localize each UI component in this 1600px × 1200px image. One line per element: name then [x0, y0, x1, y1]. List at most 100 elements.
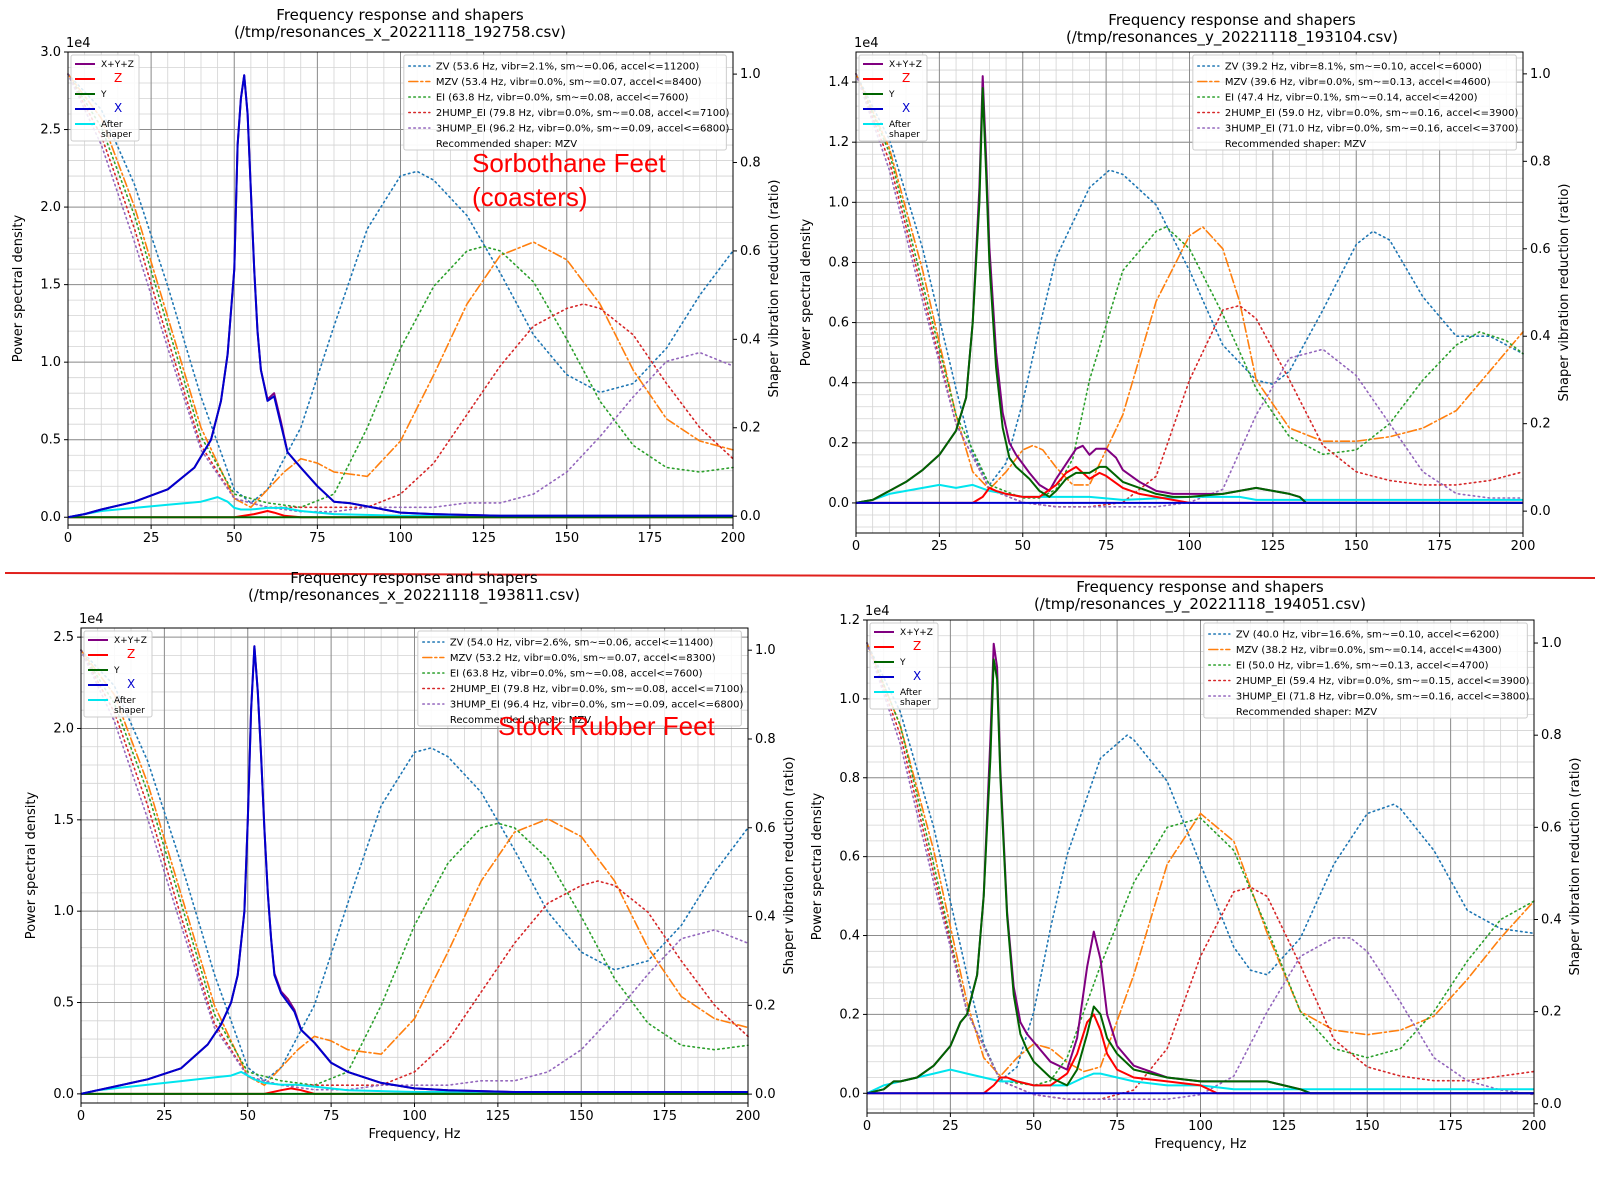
x-tick-label: 200 [736, 1109, 761, 1124]
y2-tick-label: 0.0 [755, 1087, 776, 1102]
legend-psd-label: X+Y+Z [101, 60, 134, 70]
y2-tick-label: 0.0 [740, 509, 761, 524]
legend-shaper-label: Recommended shaper: MZV [450, 715, 591, 726]
y-tick-label: 0.0 [828, 496, 849, 511]
series-line-y [866, 658, 1534, 1095]
y2-tick-label: 0.8 [755, 732, 776, 747]
legend-shaper-label: ZV (40.0 Hz, vibr=16.6%, sm~=0.10, accel… [1236, 630, 1500, 641]
legend-shapers-box [1192, 54, 1517, 151]
x-tick-label: 150 [569, 1109, 594, 1124]
legend-shaper-label: 3HUMP_EI (71.8 Hz, vibr=0.0%, sm~=0.16, … [1236, 692, 1530, 703]
y-axis-label: Power spectral density [799, 218, 814, 366]
y-tick-label: 0.6 [828, 316, 849, 331]
y-axis-label: Power spectral density [810, 792, 825, 940]
legend-shaper-label: 2HUMP_EI (79.8 Hz, vibr=0.0%, sm~=0.08, … [436, 108, 730, 119]
x-tick-label: 150 [1355, 1119, 1380, 1134]
x-tick-label: 125 [1260, 539, 1285, 554]
legend-psd-label: Y [100, 90, 107, 100]
series-line-ei [855, 73, 1524, 499]
legend-psd-label: Z [902, 71, 910, 85]
series-line-ei [67, 73, 734, 509]
legend-shapers-box [417, 630, 742, 727]
legend-shaper-label: 2HUMP_EI (59.4 Hz, vibr=0.0%, sm~=0.15, … [1236, 676, 1530, 687]
x-tick-label: 75 [1098, 539, 1115, 554]
legend-shaper-label: ZV (54.0 Hz, vibr=2.6%, sm~=0.06, accel<… [450, 638, 714, 649]
chart-title: Frequency response and shapers [1076, 578, 1324, 596]
y2-tick-label: 0.2 [755, 998, 776, 1013]
y2-axis-label: Shaper vibration reduction (ratio) [1557, 184, 1572, 402]
y2-tick-label: 0.6 [740, 244, 761, 259]
chart-title: Frequency response and shapers [290, 569, 538, 587]
series-line-3hump_ei [866, 642, 1535, 1100]
x-tick-label: 125 [1271, 1119, 1296, 1134]
legend-psd-box [70, 54, 140, 142]
y-tick-label: 1.0 [53, 904, 74, 919]
x-tick-label: 200 [1511, 539, 1536, 554]
legend-shaper-label: MZV (53.2 Hz, vibr=0.0%, sm~=0.07, accel… [450, 653, 716, 664]
x-tick-label: 25 [156, 1109, 173, 1124]
y2-tick-label: 0.6 [1530, 242, 1551, 257]
legend-shapers-box [1203, 622, 1528, 719]
x-tick-label: 150 [554, 531, 579, 546]
chart-title: Frequency response and shapers [1108, 11, 1356, 29]
y-tick-label: 1.5 [53, 813, 74, 828]
annotation-note: Sorbothane Feet (coasters) [472, 148, 666, 212]
legend-shapers: ZV (39.2 Hz, vibr=8.1%, sm~=0.10, accel<… [1192, 54, 1519, 151]
chart-panel-1: 0 25 50 75 100 125 150 175 200 0.0 0.5 1.0 1.5 2.0 2.5… [11, 6, 782, 546]
legend-shapers: ZV (53.6 Hz, vibr=2.1%, sm~=0.06, accel<… [403, 54, 730, 151]
x-tick-label: 50 [226, 531, 243, 546]
y2-tick-label: 0.6 [755, 821, 776, 836]
series-line-mzv [67, 73, 734, 509]
y-tick-label: 1.2 [839, 613, 860, 628]
x-tick-label: 50 [1025, 1119, 1042, 1134]
legend-psd-label: X [114, 101, 122, 115]
legend-shaper-label: EI (50.0 Hz, vibr=1.6%, sm~=0.13, accel<… [1236, 661, 1489, 672]
x-tick-label: 100 [402, 1109, 427, 1124]
y-tick-label: 0.5 [40, 433, 61, 448]
x-tick-label: 0 [852, 539, 860, 554]
series-line-after-shaper [67, 496, 733, 519]
y-tick-label: 2.0 [40, 200, 61, 215]
legend-psd-label: X+Y+Z [114, 636, 147, 646]
y2-tick-label: 0.4 [755, 910, 776, 925]
y-tick-label: 0.5 [53, 996, 74, 1011]
legend-shaper-label: EI (63.8 Hz, vibr=0.0%, sm~=0.08, accel<… [436, 93, 689, 104]
legend-shaper-label: 3HUMP_EI (96.4 Hz, vibr=0.0%, sm~=0.09, … [450, 700, 744, 711]
y2-tick-label: 0.8 [1541, 728, 1562, 743]
x-tick-label: 75 [309, 531, 326, 546]
x-tick-label: 50 [239, 1109, 256, 1124]
series-line-3hump_ei [67, 73, 734, 513]
y2-tick-label: 1.0 [755, 643, 776, 658]
y-tick-label: 1.5 [40, 278, 61, 293]
y2-axis-label: Shaper vibration reduction (ratio) [767, 180, 782, 398]
y2-tick-label: 0.0 [1530, 504, 1551, 519]
x-tick-label: 0 [863, 1119, 871, 1134]
legend-shaper-label: 3HUMP_EI (96.2 Hz, vibr=0.0%, sm~=0.09, … [436, 124, 730, 135]
series-line-z [867, 1013, 1534, 1095]
x-axis-label: Frequency, Hz [1154, 1137, 1246, 1152]
x-tick-label: 25 [143, 531, 160, 546]
x-tick-label: 175 [1427, 539, 1452, 554]
legend-shapers: ZV (54.0 Hz, vibr=2.6%, sm~=0.06, accel<… [417, 630, 744, 727]
y2-tick-label: 0.4 [740, 332, 761, 347]
y2-tick-label: 1.0 [740, 67, 761, 82]
y-multiplier-label: 1e4 [854, 36, 879, 51]
y-tick-label: 1.0 [40, 355, 61, 370]
x-tick-label: 150 [1344, 539, 1369, 554]
y-axis-label: Power spectral density [11, 214, 26, 362]
series-line-after-shaper [80, 1070, 748, 1095]
legend-shaper-label: Recommended shaper: MZV [1225, 139, 1366, 150]
series-line-mzv [855, 73, 1524, 491]
legend-shaper-label: Recommended shaper: MZV [436, 139, 577, 150]
y-tick-label: 0.2 [839, 1007, 860, 1022]
y-tick-label: 0.4 [839, 929, 860, 944]
chart-panel-3: 0 25 50 75 100 125 150 175 200 0.0 0.5 1.0 1.5 2.0 2.5… [24, 569, 797, 1142]
legend-psd-label: Z [913, 639, 921, 653]
y-tick-label: 0.4 [828, 376, 849, 391]
series-line-zv [866, 642, 1535, 1082]
x-tick-label: 125 [485, 1109, 510, 1124]
legend-psd-label: X+Y+Z [900, 628, 933, 638]
y2-tick-label: 0.6 [1541, 820, 1562, 835]
